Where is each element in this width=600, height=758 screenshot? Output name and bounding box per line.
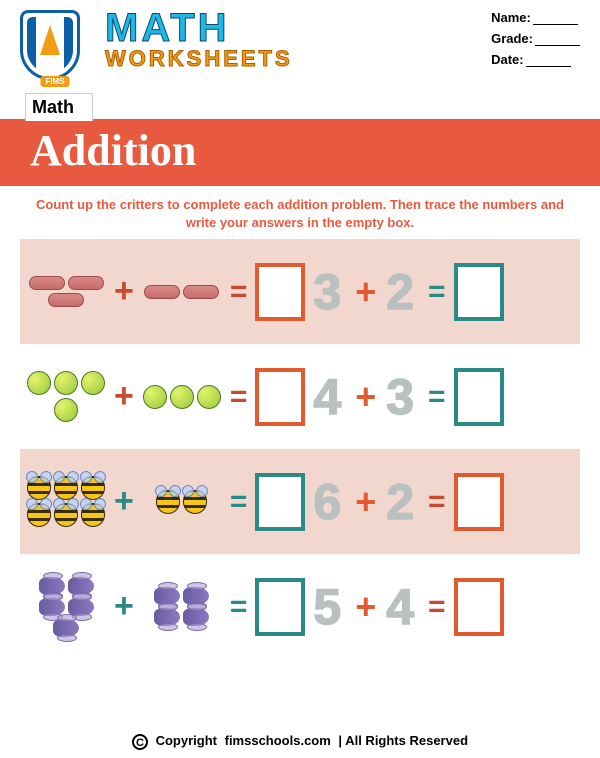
problems-container: +=3+2=+=4+3=+=6+2=+=5+4= — [0, 239, 600, 659]
copyright-label: Copyright — [156, 733, 217, 748]
trace-plus: + — [353, 586, 378, 628]
plus-sign: + — [112, 482, 136, 521]
equals-sign: = — [426, 485, 448, 519]
caterpillar-icon — [170, 385, 194, 409]
logo-text: FIMS — [40, 76, 69, 87]
trace-number[interactable]: 4 — [384, 578, 420, 636]
name-input-line[interactable] — [533, 24, 578, 25]
topic-title: Addition — [30, 125, 570, 176]
trace-number[interactable]: 2 — [384, 473, 420, 531]
worm-icon — [183, 285, 219, 299]
worm-icon — [29, 276, 65, 290]
bee-icon — [183, 490, 207, 514]
caterpillar-icon — [27, 371, 51, 395]
equals-sign: = — [228, 380, 250, 414]
grade-input-line[interactable] — [535, 45, 580, 46]
plus-sign: + — [112, 272, 136, 311]
critter-group — [142, 239, 222, 344]
plus-sign: + — [112, 377, 136, 416]
footer: C Copyright fimsschools.com | All Rights… — [0, 733, 600, 750]
dragonfly-icon — [53, 619, 79, 637]
dragonfly-icon — [183, 608, 209, 626]
dragonfly-icon — [39, 577, 65, 595]
trace-plus: + — [353, 376, 378, 418]
date-label: Date: — [491, 52, 524, 67]
problem-row: +=3+2= — [20, 239, 580, 344]
dragonfly-icon — [154, 608, 180, 626]
caterpillar-icon — [143, 385, 167, 409]
problem-row: +=6+2= — [20, 449, 580, 554]
worm-icon — [68, 276, 104, 290]
caterpillar-icon — [81, 371, 105, 395]
worm-icon — [144, 285, 180, 299]
bee-icon — [27, 503, 51, 527]
answer-box[interactable] — [255, 368, 305, 426]
title-block: MATH WORKSHEETS — [105, 10, 476, 72]
school-logo: FIMS — [20, 10, 90, 85]
bee-icon — [81, 503, 105, 527]
student-info: Name: Grade: Date: — [491, 10, 580, 73]
subject-tab: Math — [25, 93, 93, 121]
caterpillar-icon — [197, 385, 221, 409]
trace-number[interactable]: 5 — [311, 578, 347, 636]
critter-group — [26, 344, 106, 449]
critter-group — [142, 449, 222, 554]
bee-icon — [27, 476, 51, 500]
bee-icon — [81, 476, 105, 500]
equals-sign: = — [228, 485, 250, 519]
problem-row: +=5+4= — [20, 554, 580, 659]
caterpillar-icon — [54, 398, 78, 422]
worksheet-header: FIMS MATH WORKSHEETS Name: Grade: Date: — [0, 0, 600, 85]
critter-group — [26, 554, 106, 659]
copyright-icon: C — [132, 734, 148, 750]
answer-box[interactable] — [255, 263, 305, 321]
grade-label: Grade: — [491, 31, 533, 46]
answer-box[interactable] — [454, 368, 504, 426]
trace-number[interactable]: 2 — [384, 263, 420, 321]
title-line2: WORKSHEETS — [105, 46, 476, 72]
answer-box[interactable] — [255, 473, 305, 531]
title-line1: MATH — [105, 10, 476, 46]
answer-box[interactable] — [454, 473, 504, 531]
critter-group — [142, 344, 222, 449]
rights-label: All Rights Reserved — [345, 733, 468, 748]
trace-number[interactable]: 3 — [384, 368, 420, 426]
answer-box[interactable] — [255, 578, 305, 636]
instructions: Count up the critters to complete each a… — [0, 186, 600, 239]
trace-number[interactable]: 6 — [311, 473, 347, 531]
trace-number[interactable]: 3 — [311, 263, 347, 321]
dragonfly-icon — [68, 577, 94, 595]
answer-box[interactable] — [454, 578, 504, 636]
caterpillar-icon — [54, 371, 78, 395]
answer-box[interactable] — [454, 263, 504, 321]
dragonfly-icon — [39, 598, 65, 616]
dragonfly-icon — [68, 598, 94, 616]
trace-number[interactable]: 4 — [311, 368, 347, 426]
trace-plus: + — [353, 481, 378, 523]
equals-sign: = — [426, 275, 448, 309]
equals-sign: = — [228, 590, 250, 624]
topic-banner: Addition — [0, 119, 600, 186]
critter-group — [26, 239, 106, 344]
problem-row: +=4+3= — [20, 344, 580, 449]
equals-sign: = — [426, 380, 448, 414]
critter-group — [142, 554, 222, 659]
site-name: fimsschools.com — [225, 733, 331, 748]
bee-icon — [156, 490, 180, 514]
bee-icon — [54, 476, 78, 500]
equals-sign: = — [228, 275, 250, 309]
worm-icon — [48, 293, 84, 307]
name-label: Name: — [491, 10, 531, 25]
plus-sign: + — [112, 587, 136, 626]
date-input-line[interactable] — [526, 66, 571, 67]
equals-sign: = — [426, 590, 448, 624]
trace-plus: + — [353, 271, 378, 313]
critter-group — [26, 449, 106, 554]
bee-icon — [54, 503, 78, 527]
